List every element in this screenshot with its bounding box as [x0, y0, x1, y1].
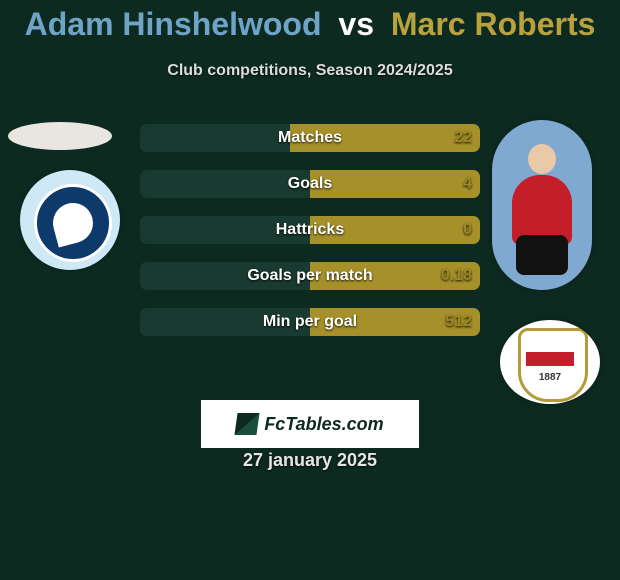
club-badge-right: 1887	[500, 320, 600, 404]
stat-bar-label: Hattricks	[140, 216, 480, 244]
comparison-card: Adam Hinshelwood vs Marc Roberts Club co…	[0, 0, 620, 580]
stat-bar-label: Min per goal	[140, 308, 480, 336]
stat-bar-value-right: 22	[454, 124, 472, 152]
subtitle: Club competitions, Season 2024/2025	[0, 62, 620, 80]
player2-photo	[492, 120, 592, 290]
title-vs: vs	[338, 6, 374, 42]
stat-bar: Matches22	[140, 124, 480, 152]
stat-bar-value-right: 512	[445, 308, 472, 336]
fctables-logo-icon	[235, 413, 260, 435]
title-player1: Adam Hinshelwood	[25, 6, 322, 42]
stat-bar: Goals4	[140, 170, 480, 198]
page-title: Adam Hinshelwood vs Marc Roberts	[0, 6, 620, 43]
fctables-badge: FcTables.com	[201, 400, 419, 448]
stat-bar-label: Goals per match	[140, 262, 480, 290]
stat-bar-value-right: 0.18	[441, 262, 472, 290]
date-label: 27 january 2025	[0, 450, 620, 471]
stat-bar-label: Goals	[140, 170, 480, 198]
player1-photo-placeholder	[8, 122, 112, 150]
stat-bar-label: Matches	[140, 124, 480, 152]
club-badge-right-year: 1887	[500, 372, 600, 383]
stat-bar-value-right: 0	[463, 216, 472, 244]
fctables-text: FcTables.com	[264, 414, 383, 435]
photo-shorts	[516, 235, 568, 275]
stat-bar-value-right: 4	[463, 170, 472, 198]
club-badge-left	[20, 170, 120, 270]
club-badge-left-inner	[34, 184, 112, 262]
stat-bar: Hattricks0	[140, 216, 480, 244]
stats-bars: Matches22 Goals4 Hattricks0 Goals per match…	[140, 124, 480, 354]
title-player2: Marc Roberts	[391, 6, 596, 42]
stat-bar: Goals per match0.18	[140, 262, 480, 290]
photo-head	[528, 144, 556, 174]
club-badge-right-stripe	[526, 352, 574, 366]
stat-bar: Min per goal512	[140, 308, 480, 336]
swan-icon	[49, 199, 98, 248]
